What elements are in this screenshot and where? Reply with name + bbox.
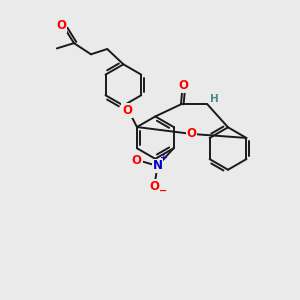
Text: O: O (122, 104, 132, 117)
Text: H: H (210, 94, 219, 104)
Text: −: − (159, 186, 167, 196)
Text: O: O (149, 180, 160, 193)
Text: N: N (152, 159, 163, 172)
Text: O: O (178, 79, 188, 92)
Text: +: + (160, 153, 168, 162)
Text: O: O (132, 154, 142, 166)
Text: O: O (187, 128, 197, 140)
Text: O: O (57, 19, 67, 32)
